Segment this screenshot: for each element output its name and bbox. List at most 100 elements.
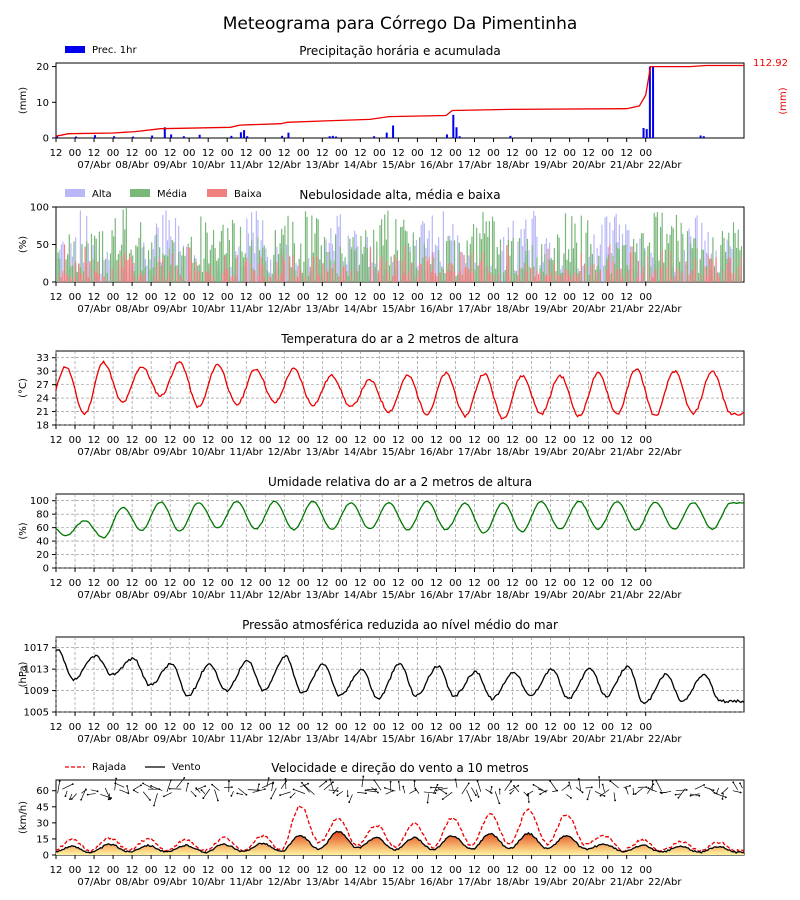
ytick-label-1-1: 50 <box>36 240 49 251</box>
cloud-alta-bar-291 <box>517 241 519 282</box>
cloud-alta-bar-61 <box>152 249 154 282</box>
cloud-alta-bar-115 <box>238 246 240 282</box>
cloud-media-bar-80 <box>182 247 185 282</box>
precip-bar-0 <box>56 135 58 138</box>
xtick-label-1-29: 00 <box>601 292 614 303</box>
date-label-2-0: 07/Abr <box>77 447 111 458</box>
cloud-media-bar-264 <box>474 269 476 282</box>
cloud-media-bar-89 <box>197 265 199 282</box>
xtick-label-5-7: 00 <box>183 865 196 876</box>
cloud-baixa-bar-257 <box>463 254 465 282</box>
cloud-media-bar-400 <box>690 243 692 282</box>
date-label-1-15: 22/Abr <box>648 304 682 315</box>
cloud-media-bar-401 <box>691 248 693 282</box>
precip-bar-7 <box>170 134 173 138</box>
cloud-media-bar-430 <box>737 229 739 282</box>
cloud-media-bar-7 <box>67 254 69 282</box>
cloud-baixa-bar-125 <box>254 270 256 282</box>
cloud-baixa-bar-249 <box>450 262 452 282</box>
wind-arrow-head-77 <box>434 792 437 794</box>
wind-arrow-head-87 <box>474 794 477 797</box>
cloud-media-bar-108 <box>227 227 229 282</box>
wind-arrow-head-72 <box>397 780 400 783</box>
xtick-label-3-23: 00 <box>487 578 500 589</box>
wind-arrow-head-48 <box>284 777 287 780</box>
wind-arrow-102 <box>533 784 543 791</box>
xtick-label-5-10: 12 <box>240 865 253 876</box>
cloud-media-bar-419 <box>720 245 722 282</box>
cloud-media-bar-386 <box>667 243 670 282</box>
wind-arrow-head-140 <box>721 798 724 800</box>
wind-arrow-87 <box>471 787 477 796</box>
wind-arrow-head-85 <box>467 782 470 785</box>
xtick-label-3-29: 00 <box>601 578 614 589</box>
cloud-baixa-bar-326 <box>572 275 574 282</box>
cloud-media-bar-374 <box>648 242 651 282</box>
cloud-alta-bar-216 <box>398 260 400 282</box>
cloud-baixa-bar-222 <box>407 269 410 282</box>
wind-arrow-73 <box>402 786 406 794</box>
cloud-baixa-bar-173 <box>330 267 332 282</box>
date-label-2-5: 12/Abr <box>268 447 302 458</box>
cloud-alta-bar-399 <box>688 228 690 282</box>
precip-bar-11 <box>239 132 242 138</box>
cloud-media-bar-246 <box>445 241 448 282</box>
cloud-media-bar-60 <box>151 242 153 282</box>
date-label-4-4: 11/Abr <box>230 734 264 745</box>
wind-arrow-130 <box>675 789 687 792</box>
wind-arrow-64 <box>361 776 364 788</box>
wind-arrow-head-59 <box>332 791 335 794</box>
cloud-media-bar-195 <box>365 230 367 282</box>
legend-swatch-cloud-2 <box>207 189 227 197</box>
cloud-media-bar-326 <box>572 248 574 282</box>
cloud-baixa-bar-139 <box>276 262 278 282</box>
cloud-alta-bar-20 <box>87 243 89 282</box>
date-label-3-4: 11/Abr <box>230 590 264 601</box>
cloud-media-bar-164 <box>315 217 318 282</box>
cloud-media-bar-170 <box>325 251 327 282</box>
cloud-baixa-bar-180 <box>341 271 343 282</box>
legend-swatch-prec <box>65 46 85 53</box>
date-label-0-6: 13/Abr <box>306 160 340 171</box>
wind-arrow-72 <box>398 781 401 791</box>
cloud-media-bar-361 <box>628 269 630 282</box>
wind-arrow-head-102 <box>532 783 535 786</box>
cloud-media-bar-177 <box>336 273 338 282</box>
cloud-baixa-bar-65 <box>159 258 161 282</box>
cloud-baixa-bar-107 <box>225 269 227 282</box>
date-label-4-8: 15/Abr <box>382 734 416 745</box>
panel-frame-0 <box>55 62 745 139</box>
wind-arrow-head-28 <box>194 795 197 797</box>
date-label-3-12: 19/Abr <box>534 590 568 601</box>
wind-arrow-100 <box>527 790 534 795</box>
cloud-media-bar-279 <box>498 254 500 282</box>
xtick-label-3-18: 12 <box>392 578 405 589</box>
date-label-1-7: 14/Abr <box>344 304 378 315</box>
ytick-label-4-1: 1009 <box>24 686 49 697</box>
cloud-baixa-bar-105 <box>222 273 224 282</box>
cloud-alta-bar-309 <box>545 238 548 282</box>
cloud-baixa-bar-366 <box>636 277 638 282</box>
wind-arrow-63 <box>357 792 366 794</box>
cloud-media-bar-103 <box>219 241 221 282</box>
cloud-media-bar-211 <box>390 256 392 282</box>
wind-arrow-head-119 <box>629 784 631 787</box>
wind-arrow-101 <box>537 788 546 792</box>
wind-arrow-head-127 <box>655 779 658 782</box>
cloud-media-bar-337 <box>590 243 592 282</box>
xtick-label-1-5: 00 <box>145 292 158 303</box>
date-label-1-12: 19/Abr <box>534 304 568 315</box>
wind-arrow-2 <box>65 790 68 797</box>
ytick-label-4-2: 1013 <box>24 665 49 676</box>
date-label-3-13: 20/Abr <box>572 590 606 601</box>
cloud-alta-bar-28 <box>100 273 102 282</box>
cloud-baixa-bar-322 <box>566 269 568 282</box>
wind-arrow-head-99 <box>528 801 530 803</box>
cloud-media-bar-72 <box>170 264 172 282</box>
cloud-baixa-bar-242 <box>439 272 441 282</box>
date-label-3-5: 12/Abr <box>268 590 302 601</box>
cloud-media-bar-428 <box>734 232 736 282</box>
wind-arrow-head-100 <box>526 793 529 796</box>
cloud-media-bar-268 <box>480 239 483 282</box>
cloud-media-bar-353 <box>615 242 617 282</box>
